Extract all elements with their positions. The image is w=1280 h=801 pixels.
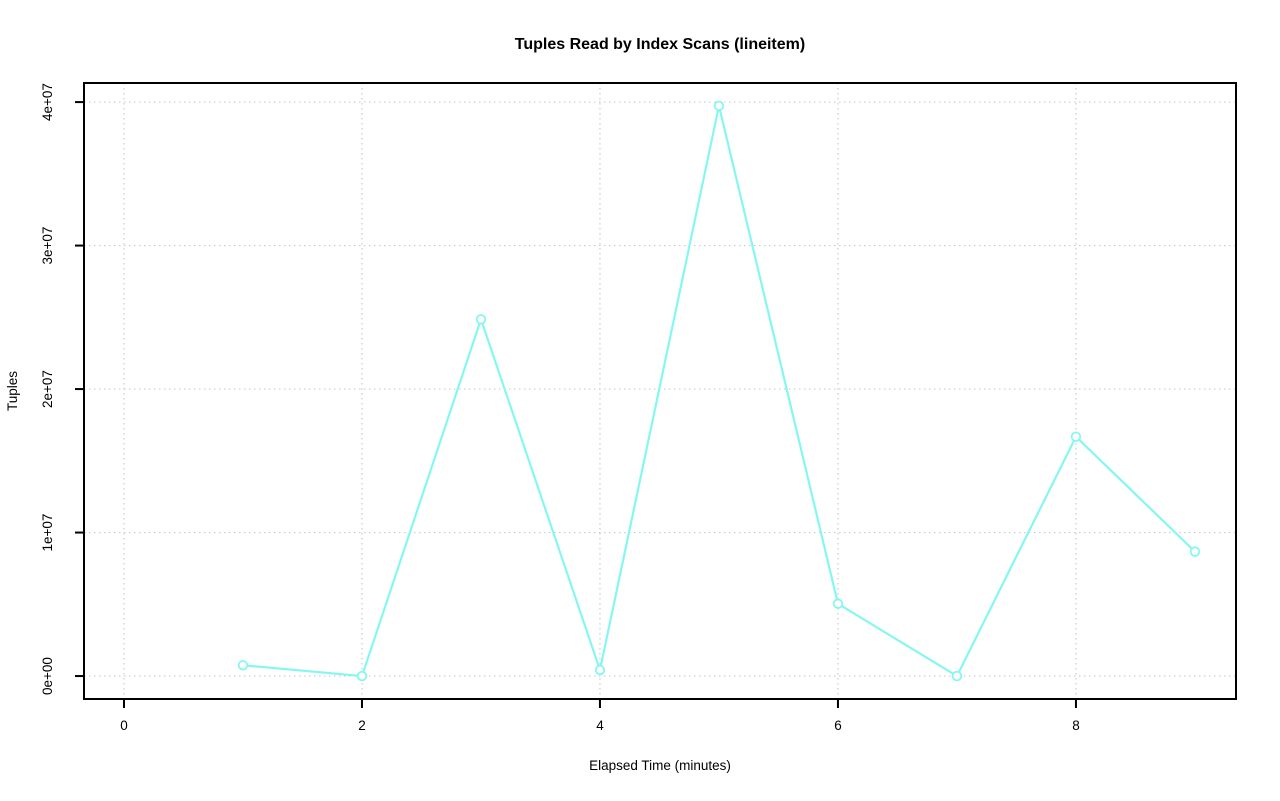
y-tick-label: 1e+07 xyxy=(40,514,55,552)
data-point xyxy=(713,100,725,112)
chart-title: Tuples Read by Index Scans (lineitem) xyxy=(515,36,805,53)
data-point xyxy=(356,670,368,682)
data-point xyxy=(1070,431,1082,442)
data-line xyxy=(241,104,1197,678)
data-point xyxy=(237,660,249,671)
x-tick-label: 8 xyxy=(1072,718,1080,733)
plot-box xyxy=(83,82,1237,700)
series-layer xyxy=(237,100,1201,682)
x-tick-label: 0 xyxy=(120,718,128,733)
y-tick-label: 3e+07 xyxy=(40,227,55,265)
x-tick-label: 2 xyxy=(358,718,366,733)
x-tick-label: 6 xyxy=(834,718,842,733)
axis-layer: 0 2 4 6 8 0e+00 1e+07 2e+07 3e+07 4e+07 xyxy=(40,82,1237,733)
data-point xyxy=(832,598,844,609)
data-point xyxy=(1189,546,1201,557)
y-tick-label: 2e+07 xyxy=(40,370,55,408)
data-point xyxy=(951,670,963,682)
data-point xyxy=(475,314,487,325)
x-tick-label: 4 xyxy=(596,718,604,733)
y-tick-label: 4e+07 xyxy=(40,83,55,121)
y-axis-label: Tuples xyxy=(5,371,20,411)
x-axis-label: Elapsed Time (minutes) xyxy=(589,758,731,773)
data-point xyxy=(594,664,606,676)
y-tick-label: 0e+00 xyxy=(40,657,55,695)
grid-layer xyxy=(84,83,1236,699)
